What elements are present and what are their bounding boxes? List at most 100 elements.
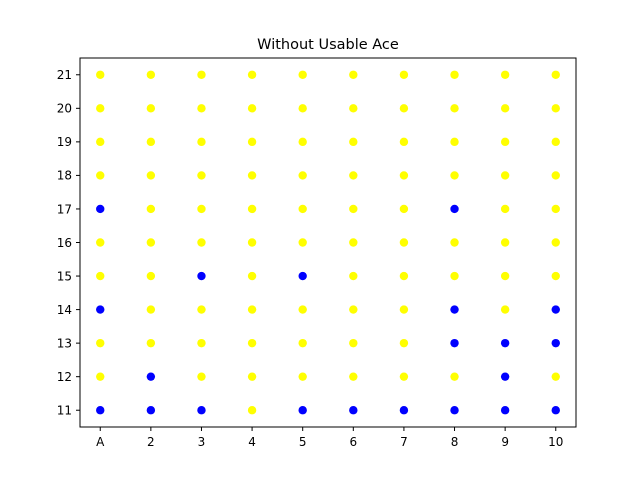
data-point — [450, 271, 459, 281]
data-point — [146, 238, 156, 247]
data-point — [96, 271, 105, 281]
y-tick-label: 16 — [57, 236, 72, 250]
data-point — [96, 305, 105, 314]
y-tick-label: 18 — [57, 169, 72, 183]
data-point — [551, 238, 560, 247]
data-point — [551, 372, 560, 381]
data-point — [349, 305, 358, 314]
data-point — [96, 238, 105, 247]
data-point — [247, 104, 257, 113]
x-tick-label: 5 — [299, 435, 307, 449]
data-point — [349, 271, 358, 281]
data-point — [500, 372, 510, 381]
data-point — [349, 238, 358, 247]
data-point — [349, 137, 358, 147]
data-point — [197, 406, 206, 415]
data-point — [450, 104, 459, 113]
data-point — [450, 406, 459, 415]
data-point — [197, 271, 206, 281]
data-point — [450, 70, 459, 79]
data-point — [96, 171, 105, 180]
x-tick-label: 2 — [147, 435, 155, 449]
data-point — [450, 204, 459, 214]
data-point — [298, 204, 307, 214]
data-point — [349, 70, 358, 79]
points-layer — [96, 70, 560, 415]
data-point — [247, 305, 257, 314]
data-point — [551, 104, 560, 113]
data-point — [247, 70, 257, 79]
data-point — [399, 104, 409, 113]
data-point — [551, 406, 560, 415]
y-axis: 11 12 13 14 15 16 17 18 19 20 21 — [57, 68, 80, 418]
x-tick-label: 6 — [349, 435, 357, 449]
data-point — [298, 104, 307, 113]
x-axis: A 2 3 4 5 6 7 8 9 10 — [96, 427, 563, 449]
data-point — [298, 70, 307, 79]
data-point — [450, 171, 459, 180]
data-point — [500, 406, 510, 415]
x-tick-label: 3 — [198, 435, 206, 449]
y-tick-label: 11 — [57, 404, 72, 418]
data-point — [298, 171, 307, 180]
x-tick-label: A — [96, 435, 105, 449]
data-point — [197, 372, 206, 381]
chart-title: Without Usable Ace — [257, 37, 399, 53]
data-point — [146, 104, 156, 113]
y-tick-label: 21 — [57, 68, 72, 82]
data-point — [197, 137, 206, 147]
data-point — [399, 338, 409, 348]
plot-frame — [79, 57, 577, 428]
data-point — [500, 137, 510, 147]
data-point — [500, 238, 510, 247]
data-point — [96, 204, 105, 214]
data-point — [96, 137, 105, 147]
data-point — [399, 406, 409, 415]
data-point — [96, 338, 105, 348]
data-point — [399, 372, 409, 381]
x-tick-label: 8 — [451, 435, 459, 449]
data-point — [197, 104, 206, 113]
data-point — [349, 171, 358, 180]
y-tick-label: 17 — [57, 202, 72, 216]
data-point — [551, 271, 560, 281]
data-point — [146, 305, 156, 314]
data-point — [349, 104, 358, 113]
data-point — [197, 238, 206, 247]
y-tick-label: 13 — [57, 336, 72, 350]
data-point — [96, 406, 105, 415]
data-point — [349, 338, 358, 348]
x-tick-label: 7 — [400, 435, 408, 449]
data-point — [197, 171, 206, 180]
x-tick-label: 4 — [248, 435, 256, 449]
data-point — [146, 137, 156, 147]
y-tick-label: 15 — [57, 269, 72, 283]
data-point — [551, 137, 560, 147]
data-point — [298, 338, 307, 348]
data-point — [551, 70, 560, 79]
data-point — [450, 338, 459, 348]
data-point — [247, 204, 257, 214]
x-tick-label: 9 — [501, 435, 509, 449]
data-point — [197, 305, 206, 314]
data-point — [500, 70, 510, 79]
data-point — [197, 338, 206, 348]
data-point — [247, 406, 257, 415]
data-point — [500, 104, 510, 113]
data-point — [298, 238, 307, 247]
data-point — [298, 372, 307, 381]
data-point — [146, 171, 156, 180]
data-point — [450, 137, 459, 147]
y-tick-label: 20 — [57, 102, 72, 116]
data-point — [399, 305, 409, 314]
data-point — [146, 406, 156, 415]
data-point — [247, 338, 257, 348]
data-point — [247, 238, 257, 247]
data-point — [399, 70, 409, 79]
data-point — [551, 204, 560, 214]
data-point — [349, 204, 358, 214]
data-point — [500, 338, 510, 348]
data-point — [298, 271, 307, 281]
